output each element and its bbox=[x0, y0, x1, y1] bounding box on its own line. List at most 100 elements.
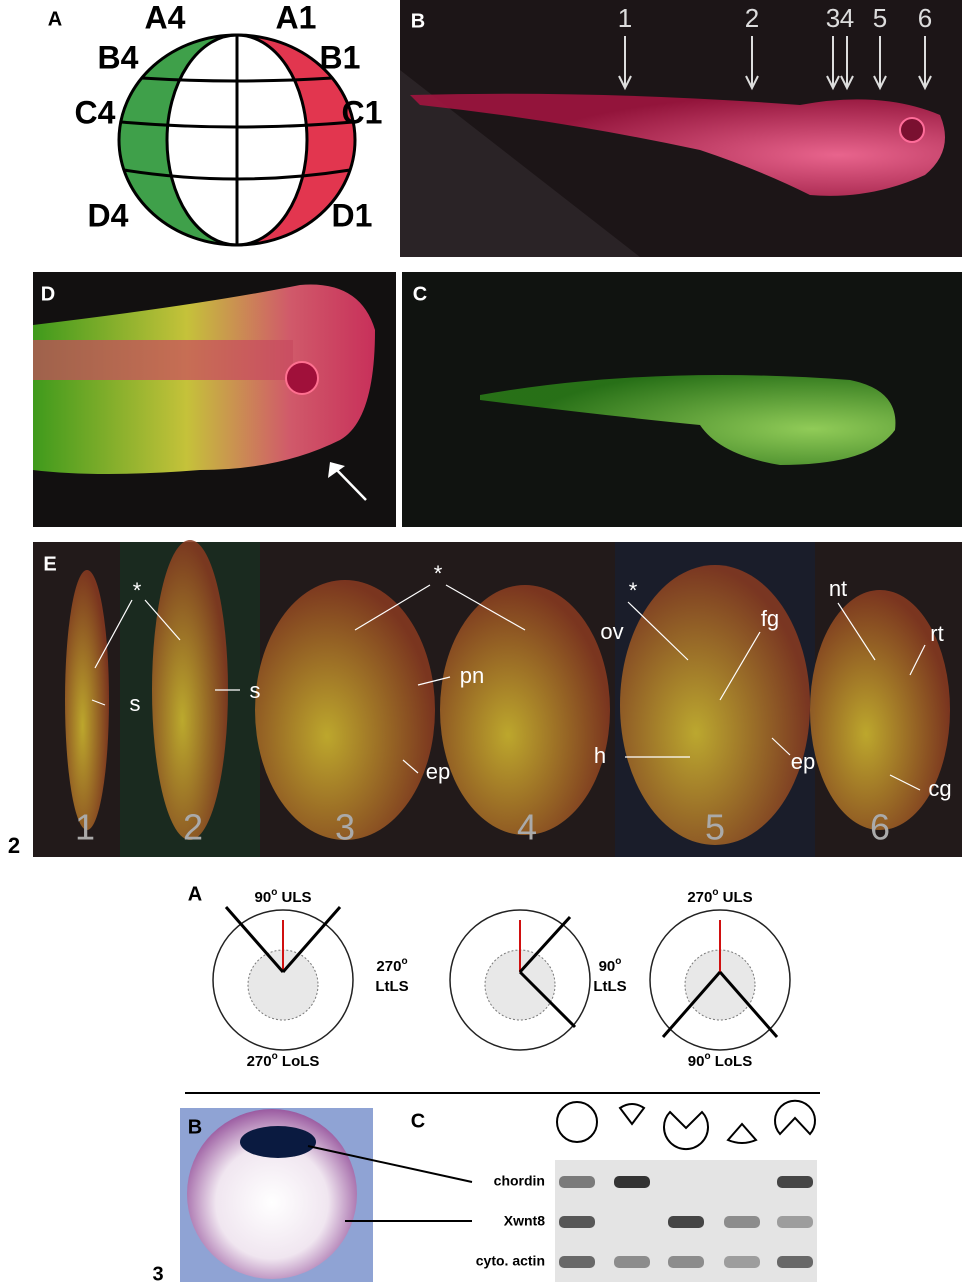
cut-name: LtLS bbox=[375, 978, 408, 995]
gene-label: cyto. actin bbox=[476, 1253, 545, 1269]
arrow-number: 2 bbox=[745, 3, 759, 33]
panel-label: B bbox=[411, 10, 425, 32]
region-label: A1 bbox=[276, 0, 317, 35]
icon-notched bbox=[663, 1110, 709, 1151]
annotation: s bbox=[130, 691, 141, 716]
arrow-number: 4 bbox=[840, 3, 854, 33]
cut-line bbox=[224, 906, 285, 973]
arrow-head bbox=[918, 75, 932, 91]
embryo-c bbox=[480, 375, 896, 465]
gel-band bbox=[559, 1216, 595, 1228]
annotation: ep bbox=[791, 749, 815, 774]
annotation: ov bbox=[600, 619, 623, 644]
pointer-line bbox=[354, 584, 431, 631]
arrow-number: 3 bbox=[826, 3, 840, 33]
region-label: B1 bbox=[320, 39, 361, 75]
gene-label: chordin bbox=[494, 1173, 545, 1189]
annotation: * bbox=[133, 578, 142, 603]
region-label: A4 bbox=[145, 0, 186, 35]
cut-line bbox=[281, 906, 342, 973]
section-number: 6 bbox=[870, 807, 890, 848]
figure-number: 3 bbox=[152, 1263, 163, 1285]
cut-line bbox=[518, 915, 572, 974]
pointer-line bbox=[307, 1145, 473, 1183]
section-number: 3 bbox=[335, 807, 355, 848]
embryo-red bbox=[410, 93, 945, 196]
angle: 270 bbox=[687, 889, 712, 906]
icon-cap bbox=[618, 1103, 646, 1126]
tissue-section bbox=[810, 590, 950, 830]
cut-name: ULS bbox=[723, 889, 753, 906]
gel-band bbox=[777, 1176, 813, 1188]
annotation: ep bbox=[426, 759, 450, 784]
panel-label: D bbox=[41, 283, 55, 305]
pointer-line bbox=[144, 599, 181, 641]
annotation: * bbox=[629, 578, 638, 603]
cut-label: 90o LtLS bbox=[593, 956, 626, 995]
degree: o bbox=[712, 887, 718, 898]
section-number: 2 bbox=[183, 807, 203, 848]
pointer-line bbox=[909, 644, 926, 676]
panel-label: B bbox=[188, 1116, 202, 1138]
icon-cut bbox=[774, 1099, 816, 1136]
tissue-section bbox=[620, 565, 810, 845]
gel-band bbox=[724, 1256, 760, 1268]
arrow-head bbox=[840, 75, 854, 91]
background-shade bbox=[400, 70, 640, 257]
cut-label: 90o LoLS bbox=[688, 1051, 752, 1070]
panel-label: E bbox=[43, 553, 56, 575]
cut-name: LtLS bbox=[593, 978, 626, 995]
panel-label: A bbox=[48, 8, 62, 30]
icon-whole bbox=[556, 1101, 598, 1143]
degree: o bbox=[401, 956, 407, 967]
region-label: B4 bbox=[98, 39, 139, 75]
gel-band bbox=[559, 1256, 595, 1268]
cut-label: 270o ULS bbox=[687, 887, 752, 906]
eye bbox=[285, 361, 319, 395]
pointer-line bbox=[402, 759, 419, 774]
arrow-head bbox=[826, 75, 840, 91]
section-number: 1 bbox=[75, 807, 95, 848]
parallel bbox=[141, 76, 333, 83]
annotation: h bbox=[594, 743, 606, 768]
gel-band bbox=[777, 1256, 813, 1268]
cut-line bbox=[661, 971, 722, 1038]
pointer-line bbox=[889, 774, 921, 791]
panel-label: C bbox=[411, 1110, 425, 1132]
pointer-line bbox=[417, 676, 451, 686]
gel-band bbox=[614, 1256, 650, 1268]
cut-name: LoLS bbox=[282, 1053, 320, 1070]
arrow-head bbox=[745, 75, 759, 91]
arrow-head bbox=[328, 462, 345, 478]
pointer-line bbox=[91, 699, 106, 706]
embryo bbox=[187, 1109, 357, 1279]
parallel bbox=[123, 168, 351, 181]
pointer-line bbox=[94, 599, 133, 669]
pointer-line bbox=[627, 601, 689, 661]
gel-band bbox=[668, 1256, 704, 1268]
cut-line bbox=[718, 971, 779, 1038]
cut-line bbox=[518, 970, 577, 1029]
panel-label: C bbox=[413, 283, 427, 305]
icon-wedge bbox=[726, 1122, 758, 1144]
green-crescent bbox=[119, 35, 237, 245]
tissue-section bbox=[65, 570, 109, 830]
pointer-line bbox=[837, 602, 876, 661]
region-label: D4 bbox=[88, 197, 129, 233]
meridian bbox=[236, 33, 309, 247]
angle: 90 bbox=[255, 889, 272, 906]
cut-name: LoLS bbox=[715, 1053, 753, 1070]
gel-band bbox=[724, 1216, 760, 1228]
arrow-head bbox=[873, 75, 887, 91]
annotation: cg bbox=[928, 776, 951, 801]
figure-number: 2 bbox=[8, 833, 20, 858]
gel-band bbox=[668, 1216, 704, 1228]
tissue-section bbox=[440, 585, 610, 835]
parallel bbox=[120, 120, 354, 129]
gene-label: Xwnt8 bbox=[504, 1213, 545, 1229]
arrow-number: 1 bbox=[618, 3, 632, 33]
annotation: nt bbox=[829, 576, 847, 601]
annotation: s bbox=[250, 678, 261, 703]
cut-label: 90o ULS bbox=[255, 887, 312, 906]
neural-tube bbox=[33, 340, 293, 380]
